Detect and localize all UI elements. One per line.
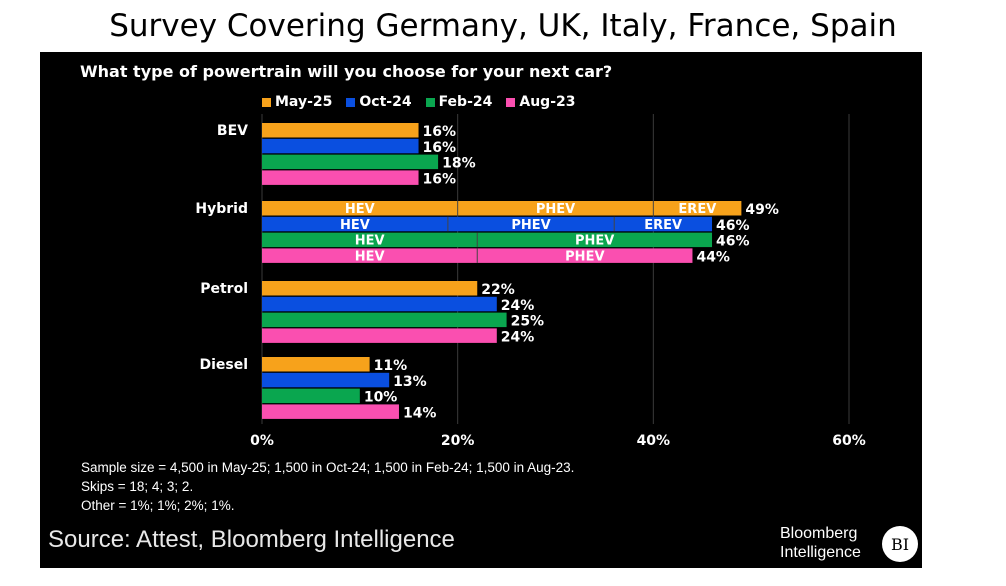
logo-line2: Intelligence — [780, 544, 861, 561]
segment-label: EREV — [678, 202, 716, 217]
legend: May-25 Oct-24 Feb-24 Aug-23 — [262, 94, 576, 110]
data-label: 22% — [481, 282, 515, 298]
segment-label: HEV — [345, 202, 375, 217]
category-label: Petrol — [200, 281, 248, 297]
data-label: 18% — [442, 156, 476, 172]
bar — [262, 281, 478, 296]
data-label: 16% — [423, 124, 457, 140]
legend-swatch — [262, 97, 271, 107]
data-label: 24% — [501, 329, 535, 345]
legend-label: May-25 — [275, 94, 333, 110]
segment-label: HEV — [355, 249, 385, 264]
bar — [262, 357, 370, 372]
segment-label: EREV — [644, 218, 682, 233]
bar — [262, 388, 360, 404]
note-other: Other = 1%; 1%; 2%; 1%. — [81, 498, 235, 513]
segment-label: PHEV — [536, 202, 575, 217]
page-title: Survey Covering Germany, UK, Italy, Fran… — [109, 8, 897, 44]
bar — [262, 138, 419, 154]
data-label: 16% — [423, 140, 457, 156]
category-label: Hybrid — [195, 201, 248, 217]
data-label: 46% — [716, 218, 750, 234]
bi-badge-icon: BI — [882, 526, 918, 562]
bar — [262, 328, 497, 343]
data-label: 14% — [403, 405, 437, 421]
segment-label: HEV — [340, 218, 370, 233]
legend-item: Feb-24 — [425, 94, 493, 110]
bar — [262, 170, 419, 185]
category-label: Diesel — [199, 357, 248, 373]
note-skips: Skips = 18; 4; 3; 2. — [81, 479, 194, 494]
legend-label: Oct-24 — [359, 94, 412, 110]
x-tick-label: 60% — [832, 433, 866, 449]
data-label: 16% — [423, 171, 457, 187]
data-label: 24% — [501, 298, 535, 314]
x-tick-label: 0% — [250, 433, 274, 449]
source-text: Source: Attest, Bloomberg Intelligence — [48, 526, 455, 553]
data-label: 13% — [393, 374, 427, 390]
bar — [262, 296, 497, 312]
legend-swatch — [346, 97, 356, 107]
segment-label: HEV — [355, 234, 385, 249]
bar — [262, 216, 713, 232]
bar — [262, 123, 419, 138]
data-label: 44% — [696, 249, 730, 265]
chart-plot: 0% 20% 40% 60%BEV 16%16%18%16%Hybrid HEV PHEV E… — [195, 114, 866, 449]
logo-line1: Bloomberg — [780, 525, 858, 542]
bar — [262, 404, 399, 419]
data-label: 46% — [716, 234, 750, 250]
data-label: 25% — [511, 314, 545, 330]
chart-panel: What type of powertrain will you choose … — [40, 52, 922, 568]
legend-item: May-25 — [262, 94, 332, 110]
bar — [262, 372, 390, 388]
data-label: 10% — [364, 390, 398, 406]
legend-swatch — [506, 97, 516, 107]
bar — [262, 201, 742, 216]
segment-label: PHEV — [575, 234, 614, 249]
bar — [262, 154, 439, 170]
chart-title: What type of powertrain will you choose … — [80, 62, 613, 81]
legend-item: Oct-24 — [346, 94, 412, 110]
x-tick-label: 40% — [637, 433, 671, 449]
data-label: 11% — [374, 358, 408, 374]
legend-swatch — [425, 97, 435, 107]
bar — [262, 232, 713, 248]
segment-label: PHEV — [565, 249, 604, 264]
legend-label: Aug-23 — [519, 94, 576, 110]
legend-item: Aug-23 — [506, 94, 576, 110]
bloomberg-logo: Bloomberg Intelligence — [780, 524, 861, 562]
data-label: 49% — [745, 202, 779, 218]
x-tick-label: 20% — [441, 433, 475, 449]
category-label: BEV — [217, 123, 248, 139]
note-sample-size: Sample size = 4,500 in May-25; 1,500 in … — [81, 460, 575, 475]
bar — [262, 312, 507, 328]
legend-label: Feb-24 — [438, 94, 493, 110]
segment-label: PHEV — [511, 218, 550, 233]
notes: Sample size = 4,500 in May-25; 1,500 in … — [81, 458, 574, 515]
